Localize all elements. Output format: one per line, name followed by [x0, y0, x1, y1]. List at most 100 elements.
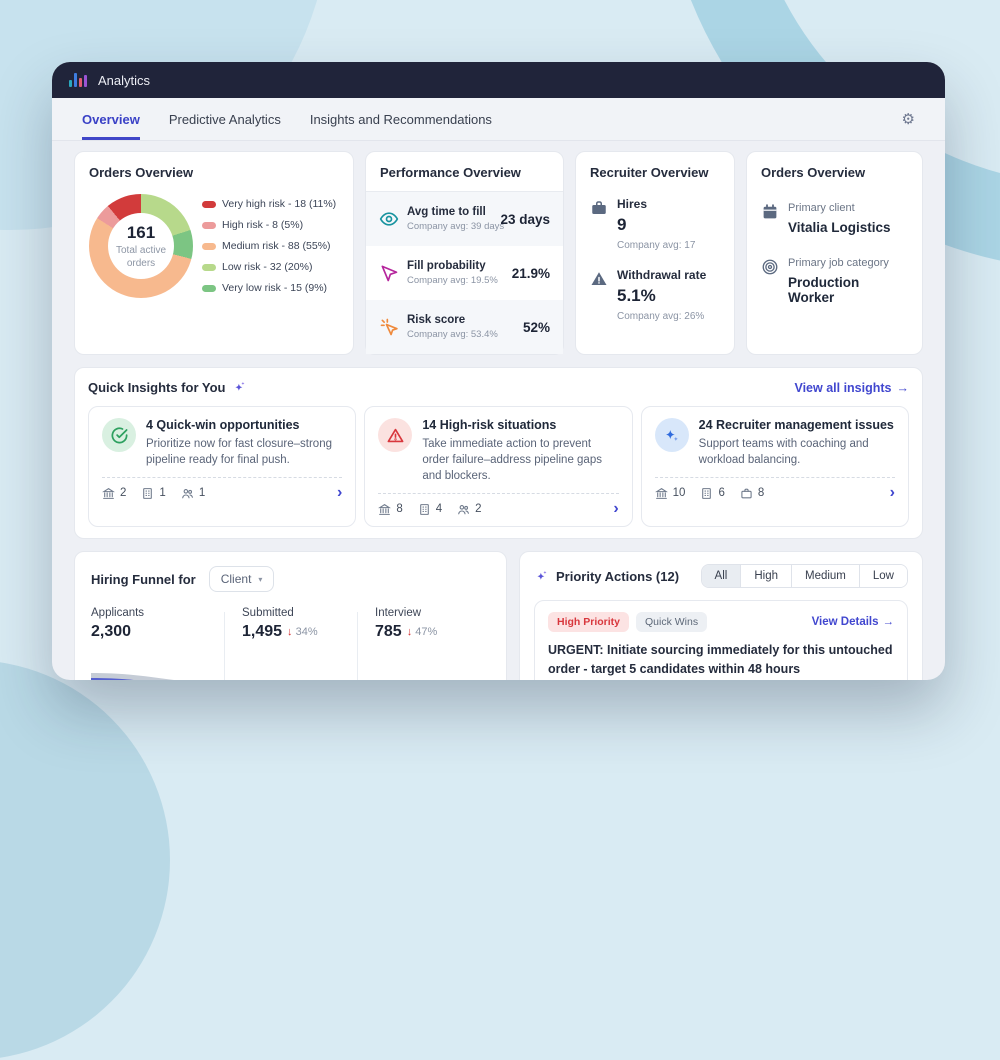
- bank-icon: [378, 503, 392, 515]
- legend-swatch: [202, 263, 216, 271]
- building-icon: [419, 503, 429, 515]
- sparkles-icon: [537, 570, 547, 580]
- chevron-right-icon[interactable]: ›: [337, 484, 343, 502]
- window-titlebar: Analytics: [52, 62, 945, 98]
- priority-actions-header: Priority Actions (12) All High Medium Lo…: [534, 564, 908, 589]
- legend-item: Low risk - 32 (20%): [202, 261, 336, 273]
- priority-filter-segmented-control: All High Medium Low: [700, 564, 908, 589]
- metric-body: Hires 9 Company avg: 17: [617, 197, 696, 251]
- sites-stat: 1: [141, 487, 166, 500]
- action-title: URGENT: Initiate sourcing immediately fo…: [548, 643, 893, 677]
- filter-all-button[interactable]: All: [701, 565, 741, 588]
- client-selector-dropdown[interactable]: Client ▾: [208, 566, 275, 593]
- metric-hires: Hires 9 Company avg: 17: [590, 197, 720, 251]
- legend-item: Very low risk - 15 (9%): [202, 282, 336, 294]
- people-icon: [458, 504, 470, 515]
- settings-gear-icon[interactable]: ⚙: [901, 110, 915, 128]
- metric-row-fill-probability: Fill probability Company avg: 19.5% 21.9…: [366, 246, 563, 300]
- people-stat: 2: [457, 503, 482, 516]
- funnel-stage-submitted: Submitted 1,495 ↓ 34%: [242, 607, 318, 641]
- building-icon: [143, 487, 153, 499]
- people-stat: 1: [181, 487, 205, 500]
- column-divider: [357, 612, 358, 680]
- briefcase-icon: [741, 488, 752, 499]
- card-header: Performance Overview: [366, 152, 563, 192]
- column-divider: [224, 612, 225, 680]
- metric-value: 52%: [522, 319, 550, 335]
- performance-overview-card: Performance Overview Avg time to fill Co…: [365, 151, 564, 355]
- legend-swatch: [202, 242, 216, 250]
- tab-predictive-analytics[interactable]: Predictive Analytics: [168, 111, 281, 127]
- funnel-stats-row: Applicants 2,300 Submitted 1,495 ↓ 34%: [91, 607, 490, 641]
- insight-card-quick-wins[interactable]: 4 Quick-win opportunities Prioritize now…: [88, 406, 357, 528]
- priority-actions-title: Priority Actions (12): [534, 569, 679, 584]
- dashed-divider: [378, 493, 619, 495]
- quick-insights-title: Quick Insights for You: [88, 380, 247, 395]
- funnel-stage-applicants: Applicants 2,300: [91, 607, 145, 641]
- cursor-icon: [381, 265, 398, 282]
- badges-row: High Priority Quick Wins View Details →: [548, 612, 895, 633]
- tab-bar: Overview Predictive Analytics Insights a…: [52, 98, 945, 141]
- primary-client-item: Primary client Vitalia Logistics: [761, 202, 908, 235]
- metric-texts: Avg time to fill Company avg: 39 days: [407, 206, 505, 232]
- arrow-right-icon: →: [896, 380, 910, 395]
- filter-high-button[interactable]: High: [740, 565, 791, 588]
- dashed-divider: [102, 477, 343, 479]
- insight-cards-row: 4 Quick-win opportunities Prioritize now…: [88, 406, 909, 528]
- building-icon: [702, 487, 712, 499]
- total-active-orders-value: 161: [126, 222, 156, 242]
- insight-card-high-risk[interactable]: 14 High-risk situations Take immediate a…: [364, 406, 633, 528]
- eye-icon: [379, 212, 399, 226]
- orders-donut: 161 Total active orders: [89, 194, 193, 298]
- metric-withdrawal-rate: Withdrawal rate 5.1% Company avg: 26%: [590, 268, 720, 322]
- legend-item: Medium risk - 88 (55%): [202, 240, 336, 252]
- kv-body: Primary client Vitalia Logistics: [788, 202, 891, 235]
- metric-row-avg-time-to-fill: Avg time to fill Company avg: 39 days 23…: [366, 192, 563, 246]
- insight-card-recruiter-management[interactable]: 24 Recruiter management issues Support t…: [640, 406, 909, 528]
- calendar-icon: [763, 204, 777, 219]
- card-title: Recruiter Overview: [590, 165, 709, 180]
- alert-triangle-icon: [378, 418, 413, 452]
- orders-overview-secondary-card: Orders Overview Primary client Vitalia L…: [746, 151, 923, 355]
- people-icon: [182, 488, 193, 499]
- legend-swatch: [202, 284, 216, 292]
- quick-insights-header: Quick Insights for You View all insights…: [88, 380, 909, 395]
- legend-item: High risk - 8 (5%): [202, 219, 336, 231]
- tab-overview[interactable]: Overview: [82, 98, 140, 140]
- quick-insights-section: Quick Insights for You View all insights…: [74, 367, 923, 540]
- filter-low-button[interactable]: Low: [858, 565, 907, 588]
- filter-medium-button[interactable]: Medium: [790, 565, 859, 588]
- view-all-insights-link[interactable]: View all insights →: [794, 380, 910, 395]
- primary-job-category-item: Primary job category Production Worker: [761, 257, 908, 305]
- high-priority-badge: High Priority: [548, 612, 630, 633]
- hiring-funnel-card: Hiring Funnel for Client ▾ Applicants 2,…: [74, 551, 507, 680]
- arrow-down-icon: ↓: [406, 626, 413, 639]
- sites-stat: 4: [418, 503, 442, 516]
- metric-body: Withdrawal rate 5.1% Company avg: 26%: [617, 268, 707, 322]
- bank-icon: [102, 487, 115, 499]
- orders-stat: 8: [740, 487, 764, 500]
- priority-action-item[interactable]: High Priority Quick Wins View Details → …: [534, 600, 908, 680]
- bank-icon: [654, 487, 668, 499]
- chevron-right-icon[interactable]: ›: [889, 484, 895, 502]
- bottom-row: Hiring Funnel for Client ▾ Applicants 2,…: [74, 551, 923, 680]
- view-details-link[interactable]: View Details →: [811, 616, 895, 629]
- metric-texts: Risk score Company avg: 53.4%: [407, 314, 498, 340]
- arrow-right-icon: →: [882, 616, 895, 629]
- quick-wins-badge: Quick Wins: [636, 612, 708, 633]
- funnel-stage-interview: Interview 785 ↓ 47%: [375, 607, 438, 641]
- chevron-right-icon[interactable]: ›: [613, 500, 619, 518]
- target-icon: [762, 259, 778, 275]
- risk-legend: Very high risk - 18 (11%) High risk - 8 …: [202, 198, 336, 294]
- clients-stat: 2: [102, 487, 126, 500]
- clients-stat: 8: [378, 503, 403, 516]
- bar-chart-logo-icon: [69, 73, 87, 87]
- donut-center: 161 Total active orders: [108, 213, 174, 279]
- metric-value: 21.9%: [511, 265, 550, 281]
- priority-actions-card: Priority Actions (12) All High Medium Lo…: [519, 551, 923, 680]
- briefcase-icon: [592, 201, 606, 214]
- recruiter-overview-card: Recruiter Overview Hires 9 Company avg: …: [575, 151, 735, 355]
- legend-item: Very high risk - 18 (11%): [202, 198, 336, 210]
- tab-insights-recommendations[interactable]: Insights and Recommendations: [309, 111, 492, 127]
- kv-body: Primary job category Production Worker: [788, 257, 889, 305]
